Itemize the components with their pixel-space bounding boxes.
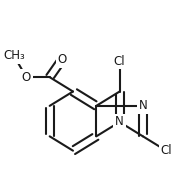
Text: N: N (115, 116, 124, 128)
Text: O: O (22, 71, 31, 84)
Text: O: O (58, 53, 67, 66)
Text: CH₃: CH₃ (3, 49, 25, 62)
Text: N: N (138, 99, 147, 112)
Text: Cl: Cl (114, 55, 125, 68)
Text: Cl: Cl (160, 144, 172, 157)
